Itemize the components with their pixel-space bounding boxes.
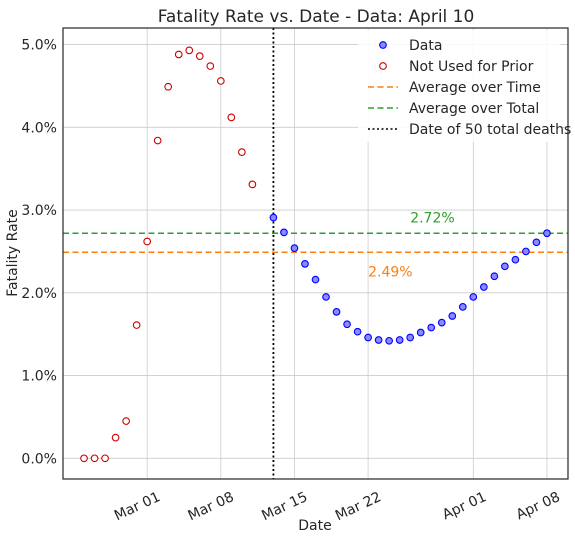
value-label: 2.49% [368, 264, 412, 280]
legend-entry-2: Average over Time [368, 80, 541, 96]
legend-entry-3: Average over Total [368, 101, 539, 117]
series-0 [269, 213, 551, 345]
data-point [406, 333, 415, 342]
y-tick-label: 1.0% [21, 369, 57, 385]
data-point [437, 318, 446, 327]
legend-label: Date of 50 total deaths [409, 122, 571, 138]
y-axis-tick-labels: 0.0% 1.0% 2.0% 3.0% 4.0% 5.0% [21, 38, 57, 468]
data-point [269, 213, 278, 222]
legend-label: Data [409, 38, 442, 54]
data-point [511, 255, 520, 264]
not-used-point [164, 82, 173, 91]
data-point [532, 238, 541, 247]
x-axis-label: Date [298, 518, 331, 534]
data-point [427, 323, 436, 332]
data-point [479, 283, 488, 291]
data-point [343, 320, 351, 329]
data-point [458, 303, 467, 311]
legend-marker [379, 41, 387, 49]
y-axis-label: Fatality Rate [5, 209, 21, 297]
not-used-point [80, 454, 88, 463]
data-series [80, 46, 551, 463]
legend-box [358, 30, 560, 142]
legend-entry-0: Data [379, 38, 442, 54]
data-point [385, 336, 393, 345]
not-used-point [227, 113, 236, 122]
not-used-point [206, 62, 215, 70]
not-used-point [111, 433, 120, 442]
not-used-point [101, 454, 109, 463]
value-labels: 2.72% 2.49% [368, 210, 455, 280]
data-point [490, 272, 499, 281]
data-point [469, 293, 478, 301]
not-used-point [174, 50, 183, 59]
not-used-point [90, 454, 99, 463]
data-point [374, 336, 383, 344]
data-point [322, 293, 330, 301]
not-used-point [216, 77, 225, 85]
data-point [353, 327, 362, 336]
reference-lines [63, 28, 568, 479]
legend-entry-1: Not Used for Prior [379, 59, 534, 75]
data-point [543, 229, 551, 238]
chart-title: Fatality Rate vs. Date - Data: April 10 [158, 7, 475, 27]
y-tick-label: 0.0% [21, 451, 57, 467]
legend-label: Average over Time [409, 80, 541, 96]
data-point [332, 307, 341, 316]
series-1 [80, 46, 257, 463]
not-used-point [185, 46, 194, 55]
not-used-point [122, 417, 130, 425]
data-point [395, 336, 404, 344]
legend-entry-4: Date of 50 total deaths [368, 122, 571, 138]
data-point [290, 244, 299, 252]
y-tick-label: 5.0% [21, 38, 57, 54]
legend-label: Average over Total [409, 101, 539, 117]
data-point [448, 312, 457, 320]
not-used-point [153, 136, 162, 145]
data-point [501, 262, 509, 271]
data-point [301, 259, 309, 268]
legend-marker [379, 62, 387, 70]
not-used-point [132, 321, 141, 329]
data-point [364, 333, 372, 342]
not-used-point [238, 148, 246, 156]
legend-label: Not Used for Prior [409, 59, 534, 75]
not-used-point [143, 237, 152, 246]
data-point [280, 228, 288, 237]
y-tick-label: 2.0% [21, 286, 57, 302]
y-tick-label: 3.0% [21, 203, 57, 219]
plot-area-frame [62, 27, 569, 480]
data-point [522, 247, 530, 256]
y-tick-label: 4.0% [21, 120, 57, 136]
legend: Data Not Used for Prior Average over Time A… [358, 30, 571, 142]
value-label: 2.72% [410, 210, 454, 226]
data-point [416, 328, 425, 337]
not-used-point [248, 180, 257, 189]
data-point [311, 275, 320, 284]
not-used-point [195, 52, 204, 60]
